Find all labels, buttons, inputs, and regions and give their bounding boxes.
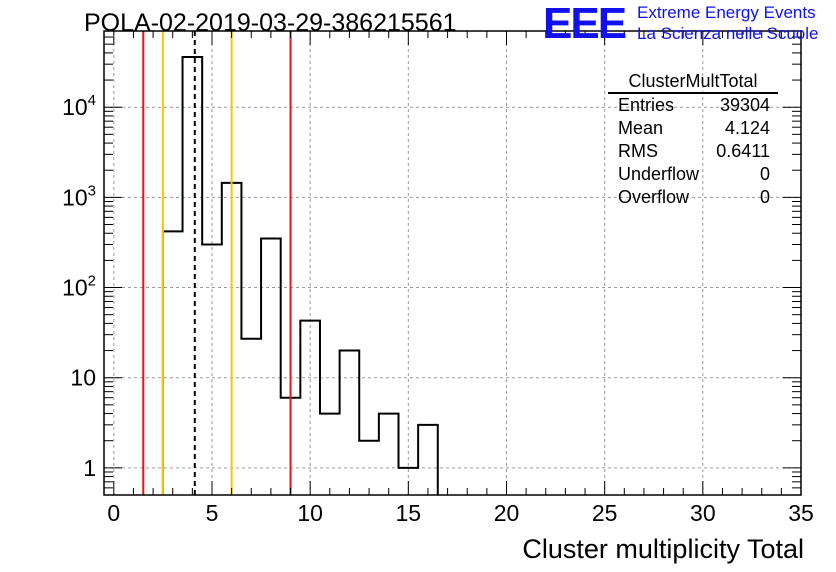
x-tick-label: 0 bbox=[107, 500, 120, 526]
stats-box: ClusterMultTotal Entries 39304 Mean 4.12… bbox=[608, 70, 778, 209]
stats-value: 39304 bbox=[719, 95, 770, 115]
y-tick-label: 104 bbox=[62, 92, 96, 120]
stats-name: ClusterMultTotal bbox=[608, 70, 778, 94]
y-tick-label: 103 bbox=[62, 182, 96, 210]
x-tick-label: 15 bbox=[396, 500, 422, 526]
stats-row-mean: Mean 4.124 bbox=[608, 117, 778, 140]
run-title: POLA-02-2019-03-29-386215561 bbox=[84, 9, 457, 37]
y-tick-label: 1 bbox=[83, 455, 96, 481]
logo-subtitle-1: Extreme Energy Events bbox=[637, 3, 816, 22]
histogram-bar bbox=[163, 231, 183, 495]
stats-label: Underflow bbox=[618, 164, 700, 184]
histogram-bar bbox=[300, 321, 320, 495]
histogram-bar bbox=[202, 245, 222, 495]
plot-frame bbox=[103, 30, 802, 496]
histogram-bar bbox=[340, 351, 360, 495]
stats-row-overflow: Overflow 0 bbox=[608, 186, 778, 209]
histogram-bar bbox=[241, 339, 261, 495]
histogram-bar bbox=[320, 414, 340, 495]
stats-label: Mean bbox=[618, 118, 664, 138]
stats-value: 0 bbox=[759, 187, 770, 207]
x-tick-label: 10 bbox=[297, 500, 323, 526]
stats-label: RMS bbox=[618, 141, 658, 161]
stats-label: Entries bbox=[618, 95, 675, 115]
histogram-bar bbox=[418, 425, 438, 495]
x-tick-label: 35 bbox=[788, 500, 814, 526]
x-tick-label: 5 bbox=[206, 500, 219, 526]
x-tick-label: 20 bbox=[494, 500, 520, 526]
stats-row-rms: RMS 0.6411 bbox=[608, 140, 778, 163]
stats-value: 0.6411 bbox=[716, 141, 770, 161]
logo-subtitle-2: La Scienza nelle Scuole bbox=[637, 24, 819, 43]
eee-logo: EEE bbox=[543, 0, 627, 48]
histogram-outline bbox=[161, 56, 439, 495]
x-axis-title: Cluster multiplicity Total bbox=[522, 534, 804, 564]
histogram-bar bbox=[379, 414, 399, 495]
stats-value: 0 bbox=[759, 164, 770, 184]
stats-row-entries: Entries 39304 bbox=[608, 94, 778, 117]
stats-value: 4.124 bbox=[724, 118, 770, 138]
histogram-bar bbox=[359, 441, 379, 495]
y-tick-label: 10 bbox=[70, 365, 96, 391]
x-tick-label: 25 bbox=[592, 500, 618, 526]
histogram-bar bbox=[183, 57, 203, 495]
x-tick-label: 30 bbox=[690, 500, 716, 526]
stats-row-underflow: Underflow 0 bbox=[608, 163, 778, 186]
y-tick-label: 102 bbox=[62, 273, 96, 301]
histogram-bar bbox=[261, 238, 281, 495]
stats-label: Overflow bbox=[618, 187, 690, 207]
